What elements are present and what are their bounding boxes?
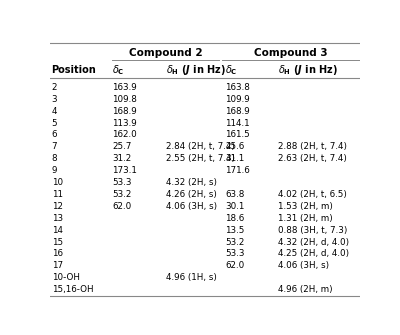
Text: 31.2: 31.2 (112, 154, 131, 163)
Text: 9: 9 (52, 166, 57, 175)
Text: 31.1: 31.1 (225, 154, 244, 163)
Text: 7: 7 (52, 142, 57, 151)
Text: 12: 12 (52, 202, 62, 211)
Text: 4: 4 (52, 107, 57, 116)
Text: 114.1: 114.1 (225, 119, 250, 128)
Text: $\delta_\mathbf{C}$: $\delta_\mathbf{C}$ (112, 63, 124, 77)
Text: 17: 17 (52, 261, 63, 270)
Text: Compound 3: Compound 3 (254, 48, 328, 58)
Text: 109.9: 109.9 (225, 95, 250, 104)
Text: 6: 6 (52, 131, 57, 139)
Text: 2.84 (2H, t, 7.4): 2.84 (2H, t, 7.4) (166, 142, 235, 151)
Text: 0.88 (3H, t, 7.3): 0.88 (3H, t, 7.3) (278, 226, 347, 234)
Text: 13: 13 (52, 214, 63, 223)
Text: 2.63 (2H, t, 7.4): 2.63 (2H, t, 7.4) (278, 154, 347, 163)
Text: 1.31 (2H, m): 1.31 (2H, m) (278, 214, 333, 223)
Text: 4.06 (3H, s): 4.06 (3H, s) (278, 261, 329, 270)
Text: 10: 10 (52, 178, 63, 187)
Text: 163.8: 163.8 (225, 83, 250, 92)
Text: 109.8: 109.8 (112, 95, 137, 104)
Text: $\delta_\mathbf{C}$: $\delta_\mathbf{C}$ (225, 63, 238, 77)
Text: 62.0: 62.0 (112, 202, 131, 211)
Text: 53.3: 53.3 (225, 250, 245, 258)
Text: 14: 14 (52, 226, 62, 234)
Text: 62.0: 62.0 (225, 261, 244, 270)
Text: 2.55 (2H, t, 7.4): 2.55 (2H, t, 7.4) (166, 154, 235, 163)
Text: 168.9: 168.9 (225, 107, 250, 116)
Text: Compound 2: Compound 2 (129, 48, 202, 58)
Text: 171.6: 171.6 (225, 166, 250, 175)
Text: 4.32 (2H, s): 4.32 (2H, s) (166, 178, 217, 187)
Text: 15,16-OH: 15,16-OH (52, 285, 93, 294)
Text: $\delta_\mathbf{H}$ ($\bfit{J}$ in Hz): $\delta_\mathbf{H}$ ($\bfit{J}$ in Hz) (278, 63, 338, 77)
Text: 13.5: 13.5 (225, 226, 244, 234)
Text: 161.5: 161.5 (225, 131, 250, 139)
Text: 4.25 (2H, d, 4.0): 4.25 (2H, d, 4.0) (278, 250, 349, 258)
Text: 4.32 (2H, d, 4.0): 4.32 (2H, d, 4.0) (278, 238, 349, 247)
Text: $\delta_\mathbf{H}$ ($\bfit{J}$ in Hz): $\delta_\mathbf{H}$ ($\bfit{J}$ in Hz) (166, 63, 226, 77)
Text: 3: 3 (52, 95, 57, 104)
Text: 2.88 (2H, t, 7.4): 2.88 (2H, t, 7.4) (278, 142, 347, 151)
Text: 25.7: 25.7 (112, 142, 131, 151)
Text: 16: 16 (52, 250, 62, 258)
Text: 168.9: 168.9 (112, 107, 137, 116)
Text: 163.9: 163.9 (112, 83, 137, 92)
Text: 11: 11 (52, 190, 62, 199)
Text: 10-OH: 10-OH (52, 273, 80, 282)
Text: 53.2: 53.2 (225, 238, 244, 247)
Text: 4.26 (2H, s): 4.26 (2H, s) (166, 190, 217, 199)
Text: 25.6: 25.6 (225, 142, 244, 151)
Text: 53.3: 53.3 (112, 178, 132, 187)
Text: 162.0: 162.0 (112, 131, 137, 139)
Text: 4.96 (1H, s): 4.96 (1H, s) (166, 273, 217, 282)
Text: 173.1: 173.1 (112, 166, 137, 175)
Text: 4.96 (2H, m): 4.96 (2H, m) (278, 285, 332, 294)
Text: 113.9: 113.9 (112, 119, 137, 128)
Text: 4.02 (2H, t, 6.5): 4.02 (2H, t, 6.5) (278, 190, 347, 199)
Text: 1.53 (2H, m): 1.53 (2H, m) (278, 202, 333, 211)
Text: 8: 8 (52, 154, 57, 163)
Text: 4.06 (3H, s): 4.06 (3H, s) (166, 202, 217, 211)
Text: 5: 5 (52, 119, 57, 128)
Text: 53.2: 53.2 (112, 190, 131, 199)
Text: 2: 2 (52, 83, 57, 92)
Text: 15: 15 (52, 238, 63, 247)
Text: 18.6: 18.6 (225, 214, 244, 223)
Text: Position: Position (52, 65, 96, 75)
Text: 63.8: 63.8 (225, 190, 244, 199)
Text: 30.1: 30.1 (225, 202, 244, 211)
